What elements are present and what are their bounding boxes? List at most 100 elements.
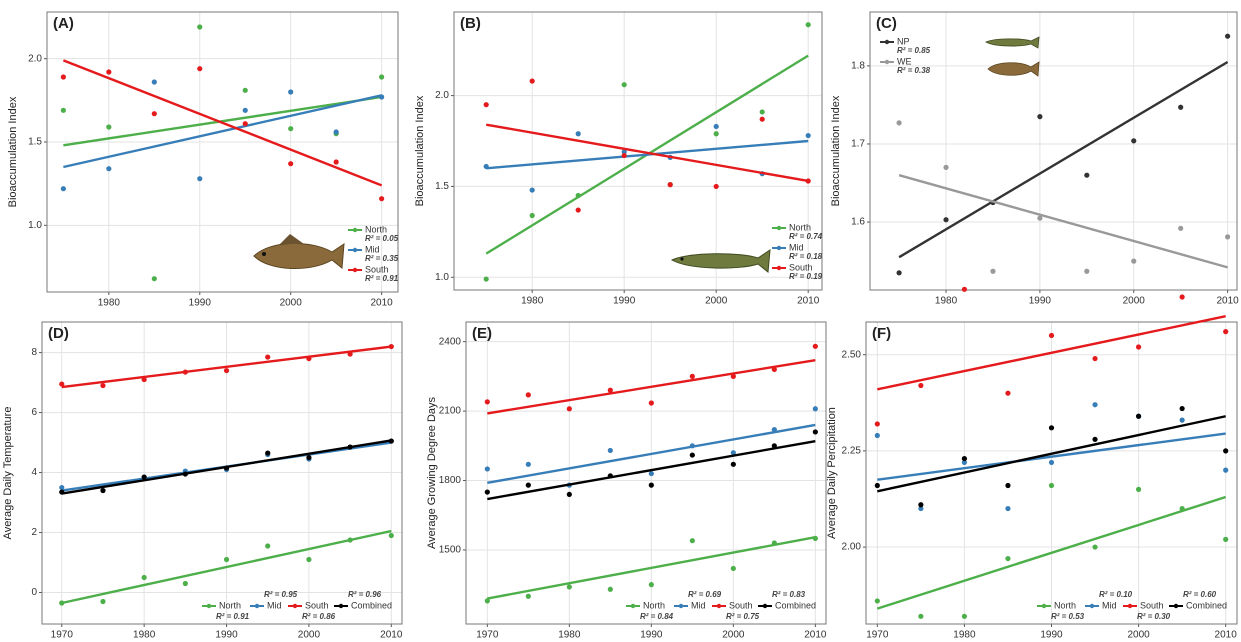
data-point xyxy=(197,24,203,30)
plot-border xyxy=(869,11,1238,291)
legend-label: North xyxy=(365,224,387,234)
data-point xyxy=(379,74,385,80)
plot-border xyxy=(41,321,403,625)
legend-r2: R² = 0.86 xyxy=(302,612,336,621)
y-axis-label: Average Growing Degree Days xyxy=(426,396,438,549)
y-axis-label: Bioaccumulation Index xyxy=(7,96,19,207)
legend-r2: R² = 0.91 xyxy=(216,612,250,621)
data-point xyxy=(805,22,811,28)
plot-border xyxy=(46,11,399,293)
data-point xyxy=(1131,258,1137,264)
x-tick-label: 2000 xyxy=(298,630,321,641)
legend-dot xyxy=(630,603,636,609)
y-tick-label: 2400 xyxy=(439,336,462,347)
data-point xyxy=(1084,172,1090,178)
data-point xyxy=(759,109,765,115)
x-tick-label: 1970 xyxy=(51,630,74,641)
panel: 1500 1800 2100 2400 1970 1980 1990 2000 2010 (E) A… xyxy=(426,321,827,641)
y-axis-label: Bioaccumulation Index xyxy=(414,95,426,206)
y-tick-label: 1.0 xyxy=(28,220,42,231)
data-point xyxy=(918,502,924,508)
y-axis-label: Average Daily Percipitation xyxy=(826,407,838,539)
data-point xyxy=(874,482,880,489)
data-point xyxy=(151,111,157,117)
legend-r2: R² = 0.95 xyxy=(264,590,298,599)
legend-dot xyxy=(352,267,358,273)
y-tick-label: 0 xyxy=(31,587,37,598)
data-point xyxy=(943,164,949,170)
data-point xyxy=(529,78,535,84)
legend-dot xyxy=(1089,603,1095,609)
y-tick-label: 1.5 xyxy=(28,137,42,148)
data-point xyxy=(379,196,385,202)
y-tick-label: 2.0 xyxy=(435,90,449,101)
legend-r2: R² = 0.83 xyxy=(772,590,806,599)
data-point xyxy=(918,505,924,512)
data-point xyxy=(648,582,654,588)
y-tick-label: 1.6 xyxy=(851,217,865,228)
data-point xyxy=(689,538,695,544)
data-point xyxy=(874,421,880,427)
x-tick-label: 2010 xyxy=(1215,630,1238,641)
trend-line xyxy=(485,123,809,183)
data-point xyxy=(805,132,811,139)
y-tick-label: 1500 xyxy=(439,545,462,556)
y-tick-label: 2.0 xyxy=(28,53,42,64)
y-tick-label: 1.0 xyxy=(435,272,449,283)
data-point xyxy=(525,461,531,467)
legend-label: Mid xyxy=(1102,600,1117,610)
legend-label: South xyxy=(729,600,753,610)
legend-label: Combined xyxy=(775,600,816,610)
legend-dot xyxy=(884,39,890,45)
legend-dot xyxy=(1127,603,1133,609)
trend-line xyxy=(487,439,816,501)
data-point xyxy=(141,474,147,480)
data-point xyxy=(812,343,818,349)
data-point xyxy=(1005,482,1011,489)
data-point xyxy=(918,382,924,389)
trend-line xyxy=(486,139,809,170)
y-axis-label: Average Daily Temperature xyxy=(2,407,14,540)
x-tick-label: 2000 xyxy=(705,296,728,307)
legend-r2: R² = 0.10 xyxy=(1099,590,1133,599)
legend-label: Mid xyxy=(789,242,804,252)
data-point xyxy=(1135,486,1142,492)
legend-r2: R² = 0.38 xyxy=(897,66,931,75)
legend-r2: R² = 0.75 xyxy=(726,612,760,621)
panel: 1.0 1.5 2.0 1980 1990 2000 2010 (B) Bioaccumulat… xyxy=(414,11,823,307)
data-point xyxy=(151,276,157,282)
data-point xyxy=(100,598,106,605)
data-point xyxy=(1223,536,1229,542)
data-point xyxy=(648,400,654,406)
data-point xyxy=(730,461,736,467)
legend-dot xyxy=(884,59,890,65)
plots: 1.0 1.5 2.0 1980 1990 2000 2010 (A) Bioaccumulat… xyxy=(2,11,1239,641)
data-point xyxy=(265,450,271,456)
data-point xyxy=(1223,329,1229,335)
data-point xyxy=(242,107,248,113)
trend-line xyxy=(63,95,382,147)
data-point xyxy=(288,126,294,132)
legend-dot xyxy=(762,603,768,609)
y-tick-label: 1.5 xyxy=(435,181,449,192)
data-point xyxy=(730,450,736,456)
data-point xyxy=(525,482,531,488)
data-point xyxy=(896,120,902,126)
data-point xyxy=(1005,555,1011,562)
panel: 2.00 2.25 2.50 1970 1980 1990 2000 2010 (F) Avera… xyxy=(826,286,1238,641)
data-point xyxy=(575,207,581,213)
data-point xyxy=(874,598,880,604)
legend-label: South xyxy=(789,262,813,272)
panel-label: (A) xyxy=(53,15,74,32)
data-point xyxy=(566,406,572,412)
trend-line xyxy=(61,439,392,495)
trend-line xyxy=(487,536,816,600)
data-point xyxy=(106,166,112,172)
data-point xyxy=(607,387,613,393)
x-tick-label: 2010 xyxy=(380,630,403,641)
data-point xyxy=(961,459,968,466)
data-point xyxy=(484,598,490,604)
x-tick-label: 1980 xyxy=(953,630,976,641)
legend-label: South xyxy=(305,600,329,610)
